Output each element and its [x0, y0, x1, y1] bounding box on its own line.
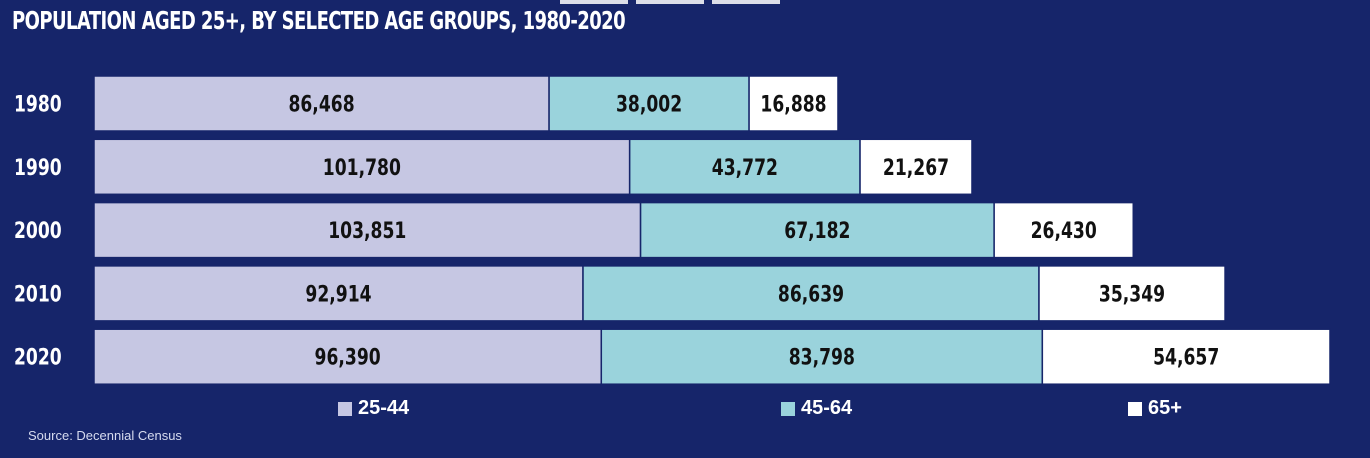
legend-swatch-65-plus — [1128, 401, 1142, 416]
bar-65-plus-1990 — [859, 138, 973, 196]
category-label-2020: 2020 — [14, 345, 62, 371]
bar-25-44-2010 — [93, 265, 584, 322]
value-label-25-44-1980: 86,468 — [288, 91, 354, 117]
source-note: Source: Decennial Census — [28, 428, 182, 443]
category-label-2010: 2010 — [14, 281, 62, 307]
value-label-45-64-2010: 86,639 — [778, 281, 844, 307]
bar-45-64-2010 — [582, 265, 1040, 322]
bar-45-64-1990 — [628, 138, 861, 196]
bar-45-64-1980 — [548, 75, 750, 132]
bar-25-44-2020 — [93, 328, 603, 385]
value-label-25-44-2010: 92,914 — [305, 281, 371, 307]
bar-25-44-1990 — [93, 138, 631, 196]
bar-25-44-1980 — [93, 75, 550, 132]
bar-65-plus-2010 — [1038, 265, 1226, 322]
bar-65-plus-1980 — [748, 75, 839, 132]
category-label-1980: 1980 — [14, 91, 62, 117]
bar-65-plus-2000 — [993, 201, 1135, 259]
legend-label-65-plus: 65+ — [1148, 397, 1182, 419]
chart-title: POPULATION AGED 25+, BY SELECTED AGE GRO… — [12, 6, 626, 35]
value-label-45-64-1990: 43,772 — [712, 155, 778, 181]
legend-item-45-64: 45-64 — [781, 397, 852, 420]
value-label-25-44-2000: 103,851 — [328, 218, 406, 244]
top-decoration — [560, 0, 780, 4]
bar-65-plus-2020 — [1041, 328, 1331, 385]
value-label-65-plus-2010: 35,349 — [1099, 281, 1165, 307]
value-label-45-64-2000: 67,182 — [784, 218, 850, 244]
value-label-25-44-1990: 101,780 — [323, 155, 401, 181]
value-label-65-plus-2020: 54,657 — [1153, 345, 1219, 371]
bar-45-64-2020 — [600, 328, 1044, 385]
value-label-45-64-2020: 83,798 — [789, 345, 855, 371]
value-label-25-44-2020: 96,390 — [315, 345, 381, 371]
value-label-45-64-1980: 38,002 — [616, 91, 682, 117]
legend-item-65-plus: 65+ — [1128, 397, 1182, 420]
legend-item-25-44: 25-44 — [338, 397, 409, 420]
value-label-65-plus-1980: 16,888 — [760, 91, 826, 117]
legend-swatch-45-64 — [781, 401, 795, 416]
stacked-bar-chart: 1980 86,468 38,002 16,888 1990 101,780 43,772 2… — [14, 75, 1331, 385]
value-label-65-plus-1990: 21,267 — [883, 155, 949, 181]
legend-swatch-25-44 — [338, 401, 352, 416]
category-label-1990: 1990 — [14, 155, 62, 181]
legend-label-45-64: 45-64 — [801, 397, 853, 419]
legend-label-25-44: 25-44 — [358, 397, 410, 419]
legend: 25-44 45-64 65+ — [0, 397, 1370, 425]
value-label-65-plus-2000: 26,430 — [1031, 218, 1097, 244]
category-label-2000: 2000 — [14, 218, 62, 244]
